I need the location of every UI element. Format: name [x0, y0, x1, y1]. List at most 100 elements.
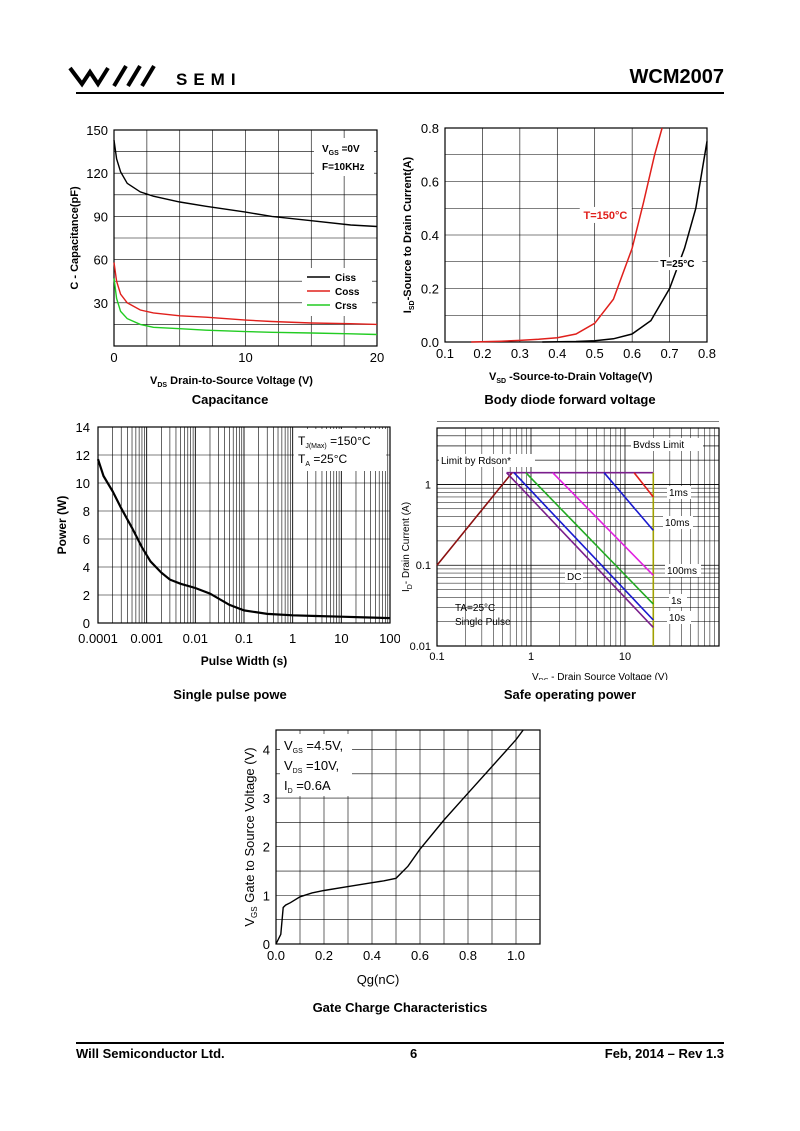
y-tick-label: 6	[83, 532, 90, 547]
plot-frame	[275, 729, 541, 945]
plot-frame	[97, 426, 391, 624]
gate-charge-caption: Gate Charge Characteristics	[312, 1000, 488, 1015]
gate-charge-chart: 0 1 2 3 4 0.0 0.2 0.4 0.6 0.8 1.0 VGS =4.5V, VDS =10…	[242, 729, 541, 987]
x-tick-label: 10	[619, 651, 631, 663]
x-tick-label: 0.0	[267, 948, 285, 963]
annotation-vds: VDS =10V,	[284, 758, 339, 775]
x-tick-label: 0.1	[436, 346, 454, 361]
part-number: WCM2007	[629, 66, 724, 88]
label-bg	[667, 486, 691, 499]
x-tick-label: 1.0	[507, 948, 525, 963]
x-tick-label: 0.1	[235, 631, 253, 646]
label-bg	[631, 438, 703, 451]
y-tick-label: 0.2	[421, 282, 439, 297]
x-tick-label: 10	[334, 631, 348, 646]
label-bg	[439, 454, 535, 467]
y-tick-label: 0.0	[421, 335, 439, 350]
annotation-box	[314, 138, 374, 176]
series-line-ciss	[113, 140, 378, 228]
y-tick-label: 10	[76, 476, 90, 491]
series-line	[471, 127, 663, 343]
legend-label-coss: Coss	[335, 287, 360, 298]
label-single-pulse: Single Pulse	[455, 617, 511, 628]
x-axis-label: VSD -Source-to-Drain Voltage(V)	[489, 371, 653, 385]
brand-text: SEMI	[176, 70, 242, 89]
label-1ms: 1ms	[669, 488, 688, 499]
y-axis-label: ISD-Source to Drain Current(A)	[402, 156, 416, 313]
label-bg	[565, 570, 583, 583]
soa-line-limit-by-rdson-	[436, 472, 513, 566]
y-tick-label: 1	[425, 479, 431, 491]
y-tick-label: 4	[83, 560, 90, 575]
y-tick-label: 2	[83, 588, 90, 603]
label-bg	[579, 206, 632, 223]
y-axis-label: ID- Drain Current (A)	[401, 502, 414, 592]
x-axis-label: Qg(nC)	[357, 972, 400, 987]
y-axis-label: C - Capacitance(pF)	[69, 186, 81, 290]
capacitance-chart: 30 60 90 120 150 0 10 20 VGS =0V F=10KHz Ciss Coss C…	[69, 123, 384, 389]
y-tick-label: 0.4	[421, 228, 439, 243]
legend-box	[302, 268, 372, 316]
plot-frame	[436, 427, 720, 647]
y-tick-label: 30	[94, 296, 108, 311]
soa-line-1s	[525, 472, 654, 605]
label-bg	[658, 257, 703, 271]
label-1s: 1s	[671, 596, 682, 607]
y-tick-label: 90	[94, 209, 108, 224]
y-tick-label: 60	[94, 253, 108, 268]
y-tick-label: 0.8	[421, 121, 439, 136]
y-axis-label: Power (W)	[55, 496, 69, 555]
annotation-box	[280, 734, 352, 796]
footer-company: Will Semiconductor Ltd.	[76, 1046, 225, 1061]
x-tick-label: 0.3	[511, 346, 529, 361]
label-dc: DC	[567, 572, 581, 583]
y-tick-label: 4	[263, 742, 270, 757]
annotation-vgs: VGS =0V	[322, 144, 360, 157]
soa-line-10ms	[603, 472, 654, 531]
soa-caption: Safe operating power	[503, 687, 637, 702]
x-tick-label: 0.4	[548, 346, 566, 361]
soa-line-1ms	[633, 472, 654, 498]
body-diode-chart: 0.0 0.2 0.4 0.6 0.8 0.1 0.2 0.3 0.4 0.5 0.6 0.7 0.8 T…	[402, 121, 716, 385]
y-tick-label: 0	[83, 616, 90, 631]
series-line-crss	[113, 278, 378, 336]
label-100ms: 100ms	[667, 566, 697, 577]
capacitance-caption: Capacitance	[191, 392, 269, 407]
label-bg	[667, 611, 691, 624]
x-tick-label: 0.2	[315, 948, 333, 963]
soa-line-dc	[506, 472, 654, 628]
y-tick-label: 1	[263, 888, 270, 903]
x-tick-label: 100	[379, 631, 400, 646]
footer-date: Feb, 2014 – Rev 1.3	[604, 1046, 724, 1061]
label-rdson: Limit by Rdson*	[441, 456, 511, 467]
label-ta: TA=25°C	[455, 603, 495, 614]
footer-rule	[76, 1042, 724, 1044]
label-bg	[663, 516, 693, 529]
series-line-coss	[113, 262, 378, 326]
y-tick-label: 0.1	[416, 560, 431, 572]
series-line	[542, 141, 708, 343]
x-tick-label: 0.5	[586, 346, 604, 361]
label-t150: T=150°C	[583, 210, 627, 222]
x-tick-label: 0.8	[459, 948, 477, 963]
header-rule	[76, 92, 724, 94]
y-tick-label: 12	[76, 448, 90, 463]
annotation-ta: TA =25°C	[298, 452, 348, 468]
x-tick-label: 0.7	[661, 346, 679, 361]
x-tick-label: 0.8	[698, 346, 716, 361]
label-bvdss: Bvdss Limit	[633, 440, 684, 451]
x-tick-label: 0.01	[183, 631, 208, 646]
x-tick-label: 0.6	[623, 346, 641, 361]
x-tick-label: 0.6	[411, 948, 429, 963]
y-tick-label: 8	[83, 504, 90, 519]
y-tick-label: 0.01	[410, 641, 431, 653]
x-axis-label: VDS - Drain Source Voltage (V)	[532, 672, 668, 680]
series-line	[96, 458, 391, 620]
legend-label-ciss: Ciss	[335, 273, 357, 284]
x-tick-label: 0.2	[473, 346, 491, 361]
x-tick-label: 10	[238, 350, 252, 365]
body-diode-caption: Body diode forward voltage	[484, 392, 656, 407]
y-tick-label: 14	[76, 420, 90, 435]
label-10ms: 10ms	[665, 518, 689, 529]
